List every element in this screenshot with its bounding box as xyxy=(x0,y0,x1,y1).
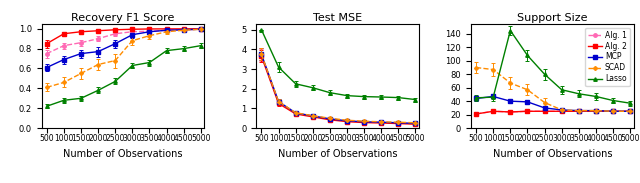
Legend: Alg. 1, Alg. 2, MCP, SCAD, Lasso: Alg. 1, Alg. 2, MCP, SCAD, Lasso xyxy=(585,28,630,86)
Title: Test MSE: Test MSE xyxy=(313,13,362,23)
Title: Support Size: Support Size xyxy=(517,13,588,23)
X-axis label: Number of Observations: Number of Observations xyxy=(63,149,182,159)
X-axis label: Number of Observations: Number of Observations xyxy=(278,149,397,159)
Title: Recovery F1 Score: Recovery F1 Score xyxy=(71,13,175,23)
X-axis label: Number of Observations: Number of Observations xyxy=(493,149,612,159)
